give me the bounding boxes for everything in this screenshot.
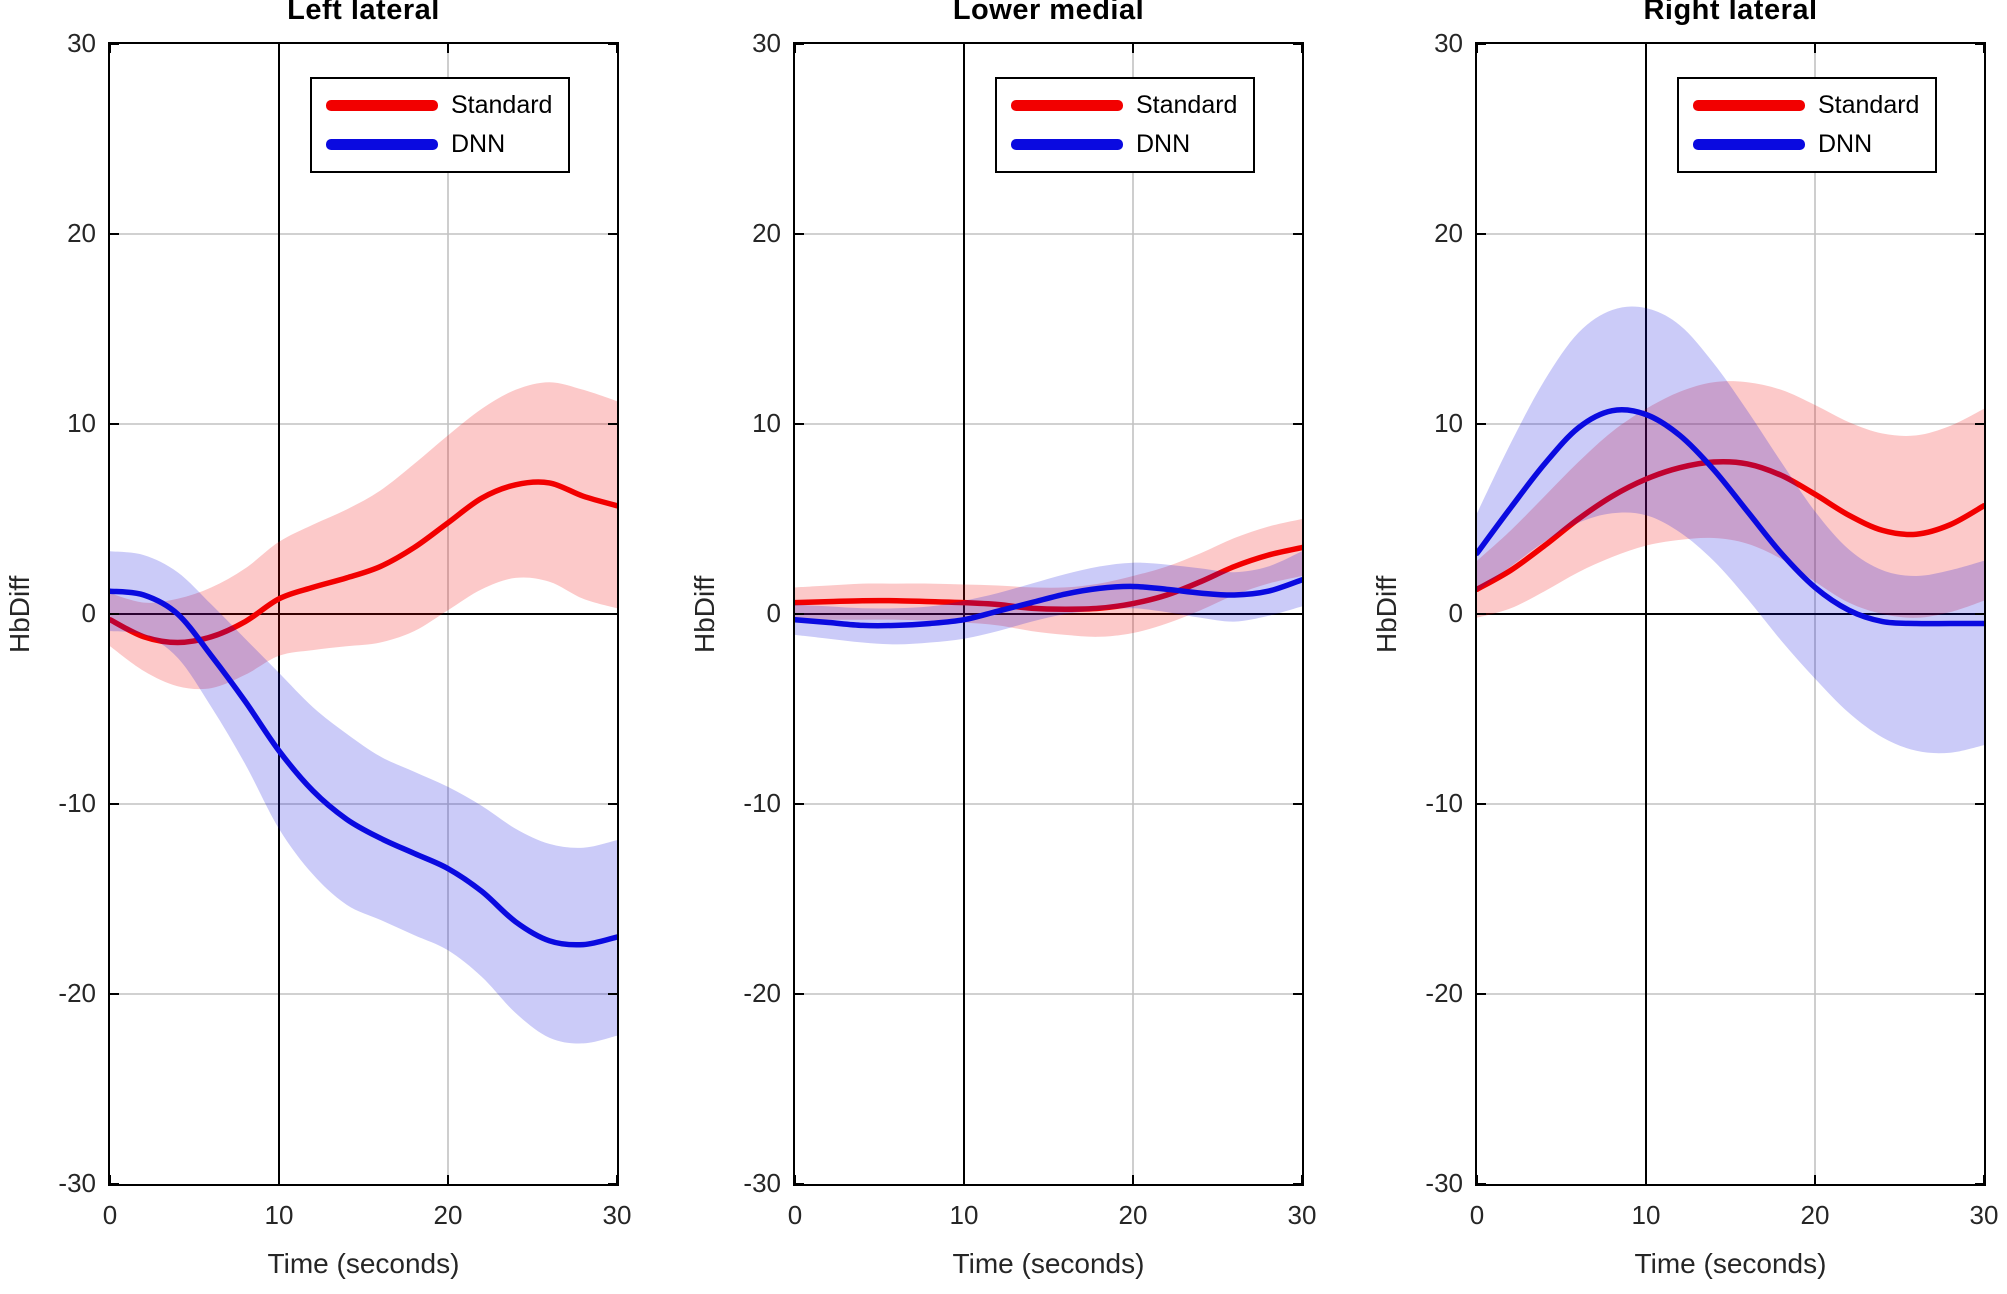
y-tick-label: -30 (743, 1168, 781, 1198)
x-tick-label: 10 (949, 1200, 979, 1230)
y-tick-label: 30 (67, 28, 96, 58)
y-tick-label: 0 (81, 598, 96, 628)
plot-title: Right lateral (1643, 0, 1818, 26)
legend: Standard DNN (995, 77, 1256, 173)
x-tick-label: 20 (433, 1200, 463, 1230)
standard-confidence-band (1477, 381, 1984, 618)
plot-area (793, 42, 1304, 1186)
y-tick-label: -10 (1425, 788, 1463, 818)
x-tick-label: 0 (787, 1200, 803, 1230)
legend-entry-standard: Standard (1693, 90, 1919, 121)
dnn-line-swatch (1693, 139, 1805, 150)
dnn-confidence-band (1477, 306, 1984, 754)
legend-entry-standard: Standard (1011, 90, 1237, 121)
x-axis-label: Time (seconds) (267, 1248, 460, 1279)
y-tick-label: 20 (67, 218, 96, 248)
legend-label-dnn: DNN (1136, 130, 1191, 158)
y-tick-label: 20 (1434, 218, 1463, 248)
legend: Standard DNN (310, 77, 571, 173)
x-tick-label: 10 (264, 1200, 294, 1230)
x-tick-label: 30 (602, 1200, 632, 1230)
x-tick-label: 30 (1969, 1200, 1999, 1230)
x-axis-label: Time (seconds) (952, 1248, 1145, 1279)
y-tick-label: 10 (67, 408, 96, 438)
chart-canvas (1477, 44, 1984, 1184)
dnn-line-swatch (326, 139, 438, 150)
plot-area (108, 42, 619, 1186)
y-tick-label: -10 (743, 788, 781, 818)
standard-line-swatch (1693, 100, 1805, 111)
x-tick-label: 0 (1469, 1200, 1485, 1230)
legend-entry-dnn: DNN (1693, 129, 1919, 160)
x-tick-label: 30 (1287, 1200, 1317, 1230)
legend-entry-standard: Standard (326, 90, 552, 121)
y-tick-label: -30 (1425, 1168, 1463, 1198)
legend-label-dnn: DNN (451, 130, 506, 158)
x-tick-label: 0 (102, 1200, 118, 1230)
x-tick-label: 20 (1800, 1200, 1830, 1230)
y-axis-label: HbDiff (1371, 575, 1402, 653)
chart-canvas (110, 44, 617, 1184)
dnn-mean-line (1477, 407, 1984, 627)
y-axis-label: HbDiff (689, 575, 720, 653)
standard-line-swatch (326, 100, 438, 111)
plot-area (1475, 42, 1986, 1186)
x-axis-label: Time (seconds) (1634, 1248, 1827, 1279)
subplot-left-lateral: Left lateral HbDiff Standard DNN Time (s… (4, 0, 631, 1294)
legend-label-standard: Standard (1136, 91, 1238, 119)
dnn-confidence-band (110, 551, 617, 1044)
y-tick-label: 20 (752, 218, 781, 248)
y-tick-label: -30 (58, 1168, 96, 1198)
legend-entry-dnn: DNN (326, 129, 552, 160)
y-tick-label: -10 (58, 788, 96, 818)
plot-title: Lower medial (952, 0, 1145, 26)
legend-label-dnn: DNN (1818, 130, 1873, 158)
legend-entry-dnn: DNN (1011, 129, 1237, 160)
standard-mean-line (795, 544, 1302, 613)
plot-title: Left lateral (287, 0, 440, 26)
y-axis-label: HbDiff (4, 575, 35, 653)
standard-mean-line (110, 479, 617, 646)
y-tick-label: 30 (1434, 28, 1463, 58)
y-tick-label: -20 (1425, 978, 1463, 1008)
standard-line-swatch (1011, 100, 1123, 111)
y-tick-label: 30 (752, 28, 781, 58)
legend-label-standard: Standard (451, 91, 553, 119)
y-tick-label: 10 (752, 408, 781, 438)
legend-label-standard: Standard (1818, 91, 1920, 119)
y-tick-label: 0 (1448, 598, 1463, 628)
x-tick-label: 20 (1118, 1200, 1148, 1230)
legend: Standard DNN (1677, 77, 1938, 173)
x-tick-label: 10 (1631, 1200, 1661, 1230)
y-tick-label: 10 (1434, 408, 1463, 438)
standard-confidence-band (110, 382, 617, 690)
standard-confidence-band (795, 519, 1302, 637)
y-tick-label: -20 (743, 978, 781, 1008)
y-tick-label: -20 (58, 978, 96, 1008)
y-tick-label: 0 (766, 598, 781, 628)
subplot-lower-medial: Lower medial HbDiff Standard DNN Time (s… (689, 0, 1316, 1294)
dnn-mean-line (795, 577, 1302, 629)
dnn-mean-line (110, 588, 617, 948)
dnn-line-swatch (1011, 139, 1123, 150)
standard-mean-line (1477, 458, 1984, 593)
subplot-right-lateral: Right lateral HbDiff Standard DNN Time (… (1371, 0, 1998, 1294)
chart-canvas (795, 44, 1302, 1184)
